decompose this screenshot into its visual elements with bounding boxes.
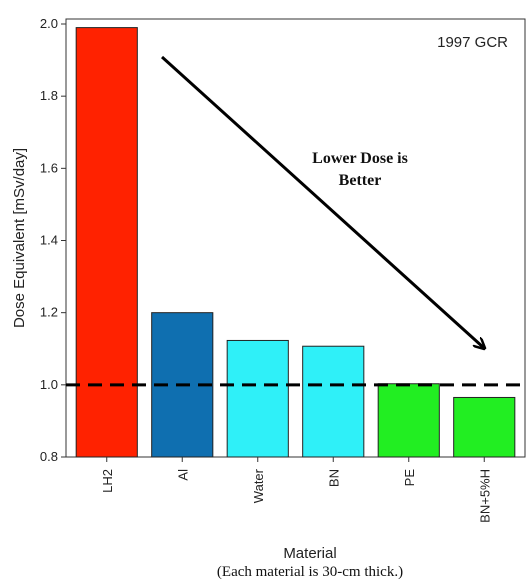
x-axis: LH2 Al Water BN PE BN+5%H <box>100 457 492 523</box>
y-tick-label: 1.0 <box>40 377 58 392</box>
x-tick-label: Al <box>175 469 190 481</box>
x-tick-label: PE <box>402 469 417 487</box>
y-tick-label: 0.8 <box>40 449 58 464</box>
y-axis-title: Dose Equivalent [mSv/day] <box>11 148 28 328</box>
bar-lh2 <box>75 27 138 458</box>
bar-pe <box>377 383 440 458</box>
corner-label: 1997 GCR <box>437 34 508 51</box>
y-tick-label: 1.4 <box>40 233 58 248</box>
bar-bn <box>302 345 365 458</box>
caption: (Each material is 30-cm thick.) <box>217 564 403 580</box>
x-tick-label: Water <box>251 468 266 503</box>
annotation-line-1: Lower Dose is <box>312 150 408 167</box>
plot-frame <box>65 18 526 458</box>
y-tick-label: 1.6 <box>40 160 58 175</box>
y-axis: 0.8 1.0 1.2 1.4 1.6 1.8 2.0 <box>40 16 66 464</box>
x-axis-title: Material <box>283 545 336 562</box>
x-tick-label: LH2 <box>100 469 115 493</box>
arrow-icon <box>160 55 484 348</box>
bars <box>75 27 516 458</box>
annotation-line-2: Better <box>339 172 382 189</box>
y-tick-label: 2.0 <box>40 16 58 31</box>
x-tick-label: BN <box>326 469 341 487</box>
y-tick-label: 1.2 <box>40 305 58 320</box>
y-tick-label: 1.8 <box>40 88 58 103</box>
x-tick-label: BN+5%H <box>477 469 492 523</box>
bar-bn-5-h <box>453 396 516 458</box>
bar-water <box>226 339 289 458</box>
